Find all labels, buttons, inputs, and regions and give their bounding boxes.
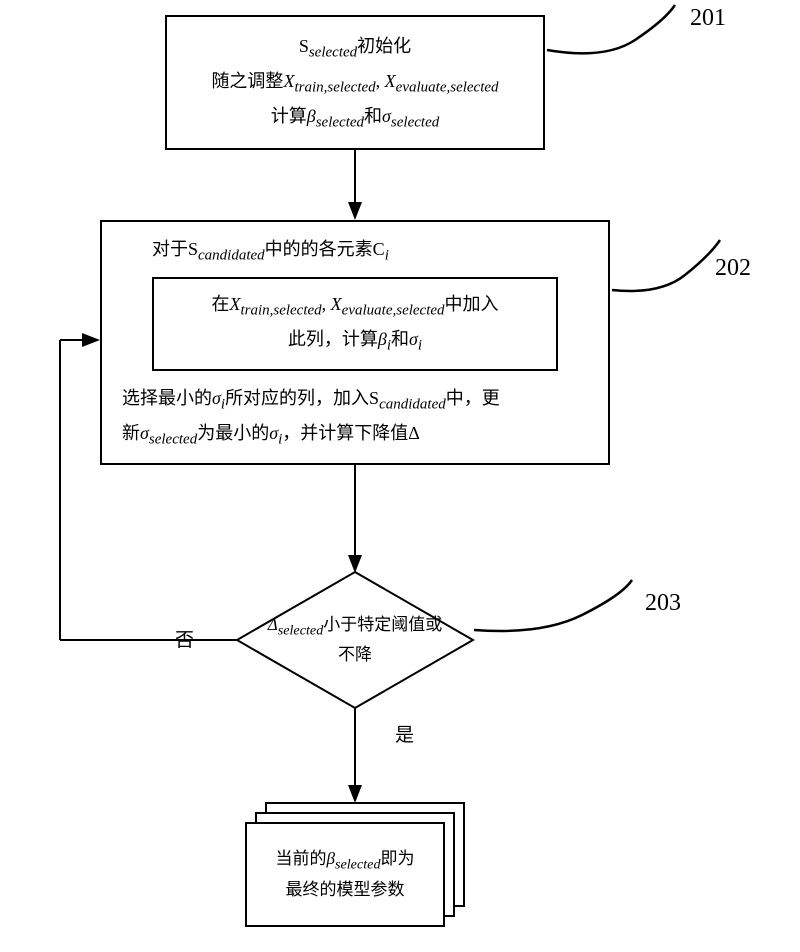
node-result: 当前的βselected即为 最终的模型参数 — [245, 802, 465, 927]
text: 当前的 — [275, 849, 326, 868]
var: X — [385, 71, 396, 91]
n201-line3: 计算βselected和σselected — [175, 101, 535, 136]
edge-yes — [345, 708, 365, 806]
n202-header: 对于Scandidated中的的各元素Ci — [152, 234, 588, 269]
text: 和 — [391, 329, 409, 349]
text: S — [299, 36, 309, 56]
sub: selected — [278, 623, 324, 639]
var: X — [229, 294, 240, 314]
var: σ — [382, 106, 391, 126]
text: 最终的模型参数 — [286, 876, 405, 903]
text: 中加入 — [445, 294, 499, 314]
sub: train,selected — [240, 303, 321, 319]
arrow-202-to-203 — [345, 465, 365, 575]
text: 不降 — [338, 642, 372, 668]
text: 在 — [211, 294, 229, 314]
var: β — [378, 329, 387, 349]
label-202: 202 — [715, 255, 751, 282]
var: σ — [269, 423, 278, 443]
node-203: Δselected小于特定阈值或 不降 — [235, 570, 475, 710]
text: 随之调整 — [211, 71, 283, 91]
text: 计算 — [271, 106, 307, 126]
var: X — [331, 294, 342, 314]
edge-no — [40, 330, 240, 650]
sub: evaluate,selected — [342, 303, 445, 319]
var: X — [283, 71, 294, 91]
no-label: 否 — [175, 625, 194, 652]
text: 此列，计算 — [288, 329, 378, 349]
var: Δ — [268, 615, 278, 634]
var: β — [307, 106, 316, 126]
text: 中，更 — [446, 388, 500, 408]
n201-line2: 随之调整Xtrain,selected, Xevaluate,selected — [175, 66, 535, 101]
yes-label: 是 — [395, 720, 414, 747]
text: 所对应的列，加入S — [225, 388, 379, 408]
text: , — [376, 71, 385, 91]
sub: train,selected — [294, 80, 375, 96]
inner-line1: 在Xtrain,selected, Xevaluate,selected中加入 — [162, 289, 548, 324]
text: 即为 — [381, 849, 415, 868]
sub: selected — [316, 115, 364, 131]
label-201: 201 — [690, 5, 726, 32]
var: σ — [409, 329, 418, 349]
flowchart-canvas: Sselected初始化 随之调整Xtrain,selected, Xevalu… — [0, 0, 800, 952]
text: 和 — [364, 106, 382, 126]
diamond-text: Δselected小于特定阈值或 不降 — [235, 570, 475, 710]
text: 初始化 — [357, 36, 411, 56]
text: 中的的各元素C — [265, 239, 385, 259]
text: 对于S — [152, 239, 198, 259]
label-203: 203 — [645, 590, 681, 617]
page-front: 当前的βselected即为 最终的模型参数 — [245, 822, 445, 927]
node-201: Sselected初始化 随之调整Xtrain,selected, Xevalu… — [165, 15, 545, 150]
text: 小于特定阈值或 — [323, 615, 442, 634]
text: , — [322, 294, 331, 314]
sub: candidated — [379, 397, 446, 413]
arrow-201-to-202 — [345, 150, 365, 222]
sub: candidated — [198, 248, 265, 264]
callout-201 — [545, 0, 695, 70]
sub: selected — [391, 115, 439, 131]
sub: i — [385, 248, 389, 264]
sub: selected — [335, 857, 381, 873]
var: β — [326, 849, 334, 868]
sub: selected — [309, 45, 357, 61]
text: ，并计算下降值Δ — [282, 423, 420, 443]
sub: i — [418, 338, 422, 354]
sub: evaluate,selected — [396, 80, 499, 96]
n201-line1: Sselected初始化 — [175, 31, 535, 66]
callout-203 — [472, 575, 642, 645]
